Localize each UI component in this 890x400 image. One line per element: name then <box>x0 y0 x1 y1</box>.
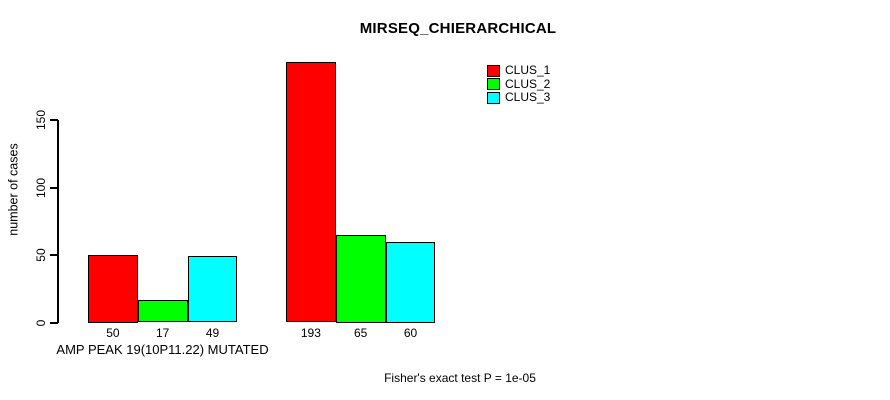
bar-value-label: 193 <box>300 326 321 340</box>
chart-title: MIRSEQ_CHIERARCHICAL <box>359 20 557 37</box>
bar-value-label: 65 <box>354 326 368 340</box>
y-axis-tick-label: 150 <box>34 109 48 131</box>
legend-label: CLUS_2 <box>505 76 551 91</box>
y-axis-title: number of cases <box>6 143 21 236</box>
bar-clus_3-group1 <box>187 256 238 323</box>
y-axis-tick <box>50 254 58 256</box>
y-axis-tick <box>50 321 58 324</box>
x-axis-label: AMP PEAK 19(10P11.22) MUTATED <box>56 342 269 357</box>
legend-item-clus_1: CLUS_1 <box>487 64 550 78</box>
bar-clus_2-group1 <box>137 299 188 323</box>
y-axis-line <box>57 120 59 323</box>
y-axis-tick-label: 0 <box>34 319 48 326</box>
legend-label: CLUS_1 <box>505 63 551 78</box>
legend-swatch-icon <box>487 64 500 77</box>
legend-item-clus_2: CLUS_2 <box>487 76 551 92</box>
legend: CLUS_1 CLUS_2 CLUS_3 <box>487 64 550 105</box>
bar-clus_3-group2 <box>385 241 436 323</box>
bar-clus_2-group2 <box>335 234 386 323</box>
y-axis-tick <box>50 119 58 121</box>
y-axis-tick <box>50 186 58 189</box>
bar-value-label: 50 <box>106 326 120 340</box>
y-axis-tick-label: 50 <box>34 248 48 262</box>
y-axis-tick-label: 100 <box>34 177 48 198</box>
bar-value-label: 60 <box>403 326 418 340</box>
bar-value-label: 17 <box>156 326 170 340</box>
legend-item-clus_3: CLUS_3 <box>487 91 550 105</box>
bar-value-label: 49 <box>205 326 220 340</box>
legend-label: CLUS_3 <box>505 90 551 105</box>
bar-clus_1-group2 <box>286 61 336 323</box>
legend-swatch-icon <box>487 91 500 104</box>
legend-swatch-icon <box>487 78 500 91</box>
bar-clus_1-group1 <box>88 255 138 323</box>
footnote-fisher-test: Fisher's exact test P = 1e-05 <box>384 371 536 385</box>
